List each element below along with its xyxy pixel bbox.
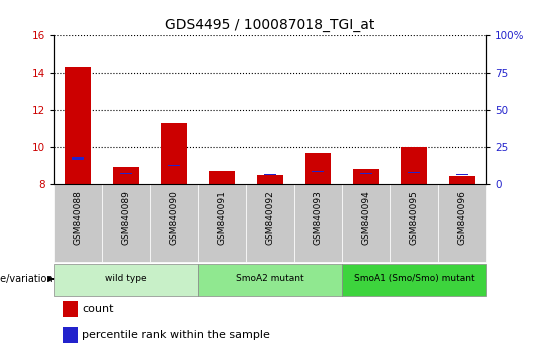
Bar — [209, 171, 235, 184]
Title: GDS4495 / 100087018_TGI_at: GDS4495 / 100087018_TGI_at — [165, 18, 375, 32]
Bar — [305, 153, 331, 184]
Text: GSM840093: GSM840093 — [314, 190, 322, 245]
Text: SmoA2 mutant: SmoA2 mutant — [236, 274, 304, 284]
Text: GSM840091: GSM840091 — [218, 190, 226, 245]
Text: GSM840095: GSM840095 — [409, 190, 418, 245]
Text: SmoA1 (Smo/Smo) mutant: SmoA1 (Smo/Smo) mutant — [354, 274, 474, 284]
Bar — [353, 169, 379, 184]
Text: percentile rank within the sample: percentile rank within the sample — [82, 330, 270, 340]
Bar — [113, 167, 139, 184]
Bar — [216, 172, 228, 173]
Bar — [72, 156, 84, 160]
Bar — [390, 184, 438, 262]
Bar — [54, 184, 102, 262]
Text: count: count — [82, 304, 113, 314]
Bar — [312, 171, 324, 172]
Bar — [264, 174, 276, 175]
Bar — [168, 165, 180, 166]
Text: genotype/variation: genotype/variation — [0, 274, 53, 284]
Bar — [54, 264, 198, 296]
Bar — [246, 184, 294, 262]
Bar — [408, 172, 420, 173]
Bar — [120, 172, 132, 174]
Bar — [449, 176, 475, 184]
Bar — [257, 175, 283, 184]
Bar — [102, 184, 150, 262]
Bar — [456, 174, 468, 175]
Text: GSM840089: GSM840089 — [122, 190, 131, 245]
Bar — [342, 264, 486, 296]
Bar — [63, 301, 78, 317]
Text: wild type: wild type — [105, 274, 147, 284]
Bar — [360, 173, 372, 175]
Text: GSM840092: GSM840092 — [266, 190, 274, 245]
Bar — [150, 184, 198, 262]
Bar — [65, 67, 91, 184]
Text: GSM840096: GSM840096 — [457, 190, 467, 245]
Bar — [342, 184, 390, 262]
Bar — [198, 184, 246, 262]
Text: GSM840094: GSM840094 — [361, 190, 370, 245]
Bar — [438, 184, 486, 262]
Bar — [294, 184, 342, 262]
Text: GSM840090: GSM840090 — [170, 190, 179, 245]
Bar — [63, 327, 78, 343]
Bar — [401, 147, 427, 184]
Text: GSM840088: GSM840088 — [73, 190, 83, 245]
Bar — [198, 264, 342, 296]
Bar — [161, 123, 187, 184]
